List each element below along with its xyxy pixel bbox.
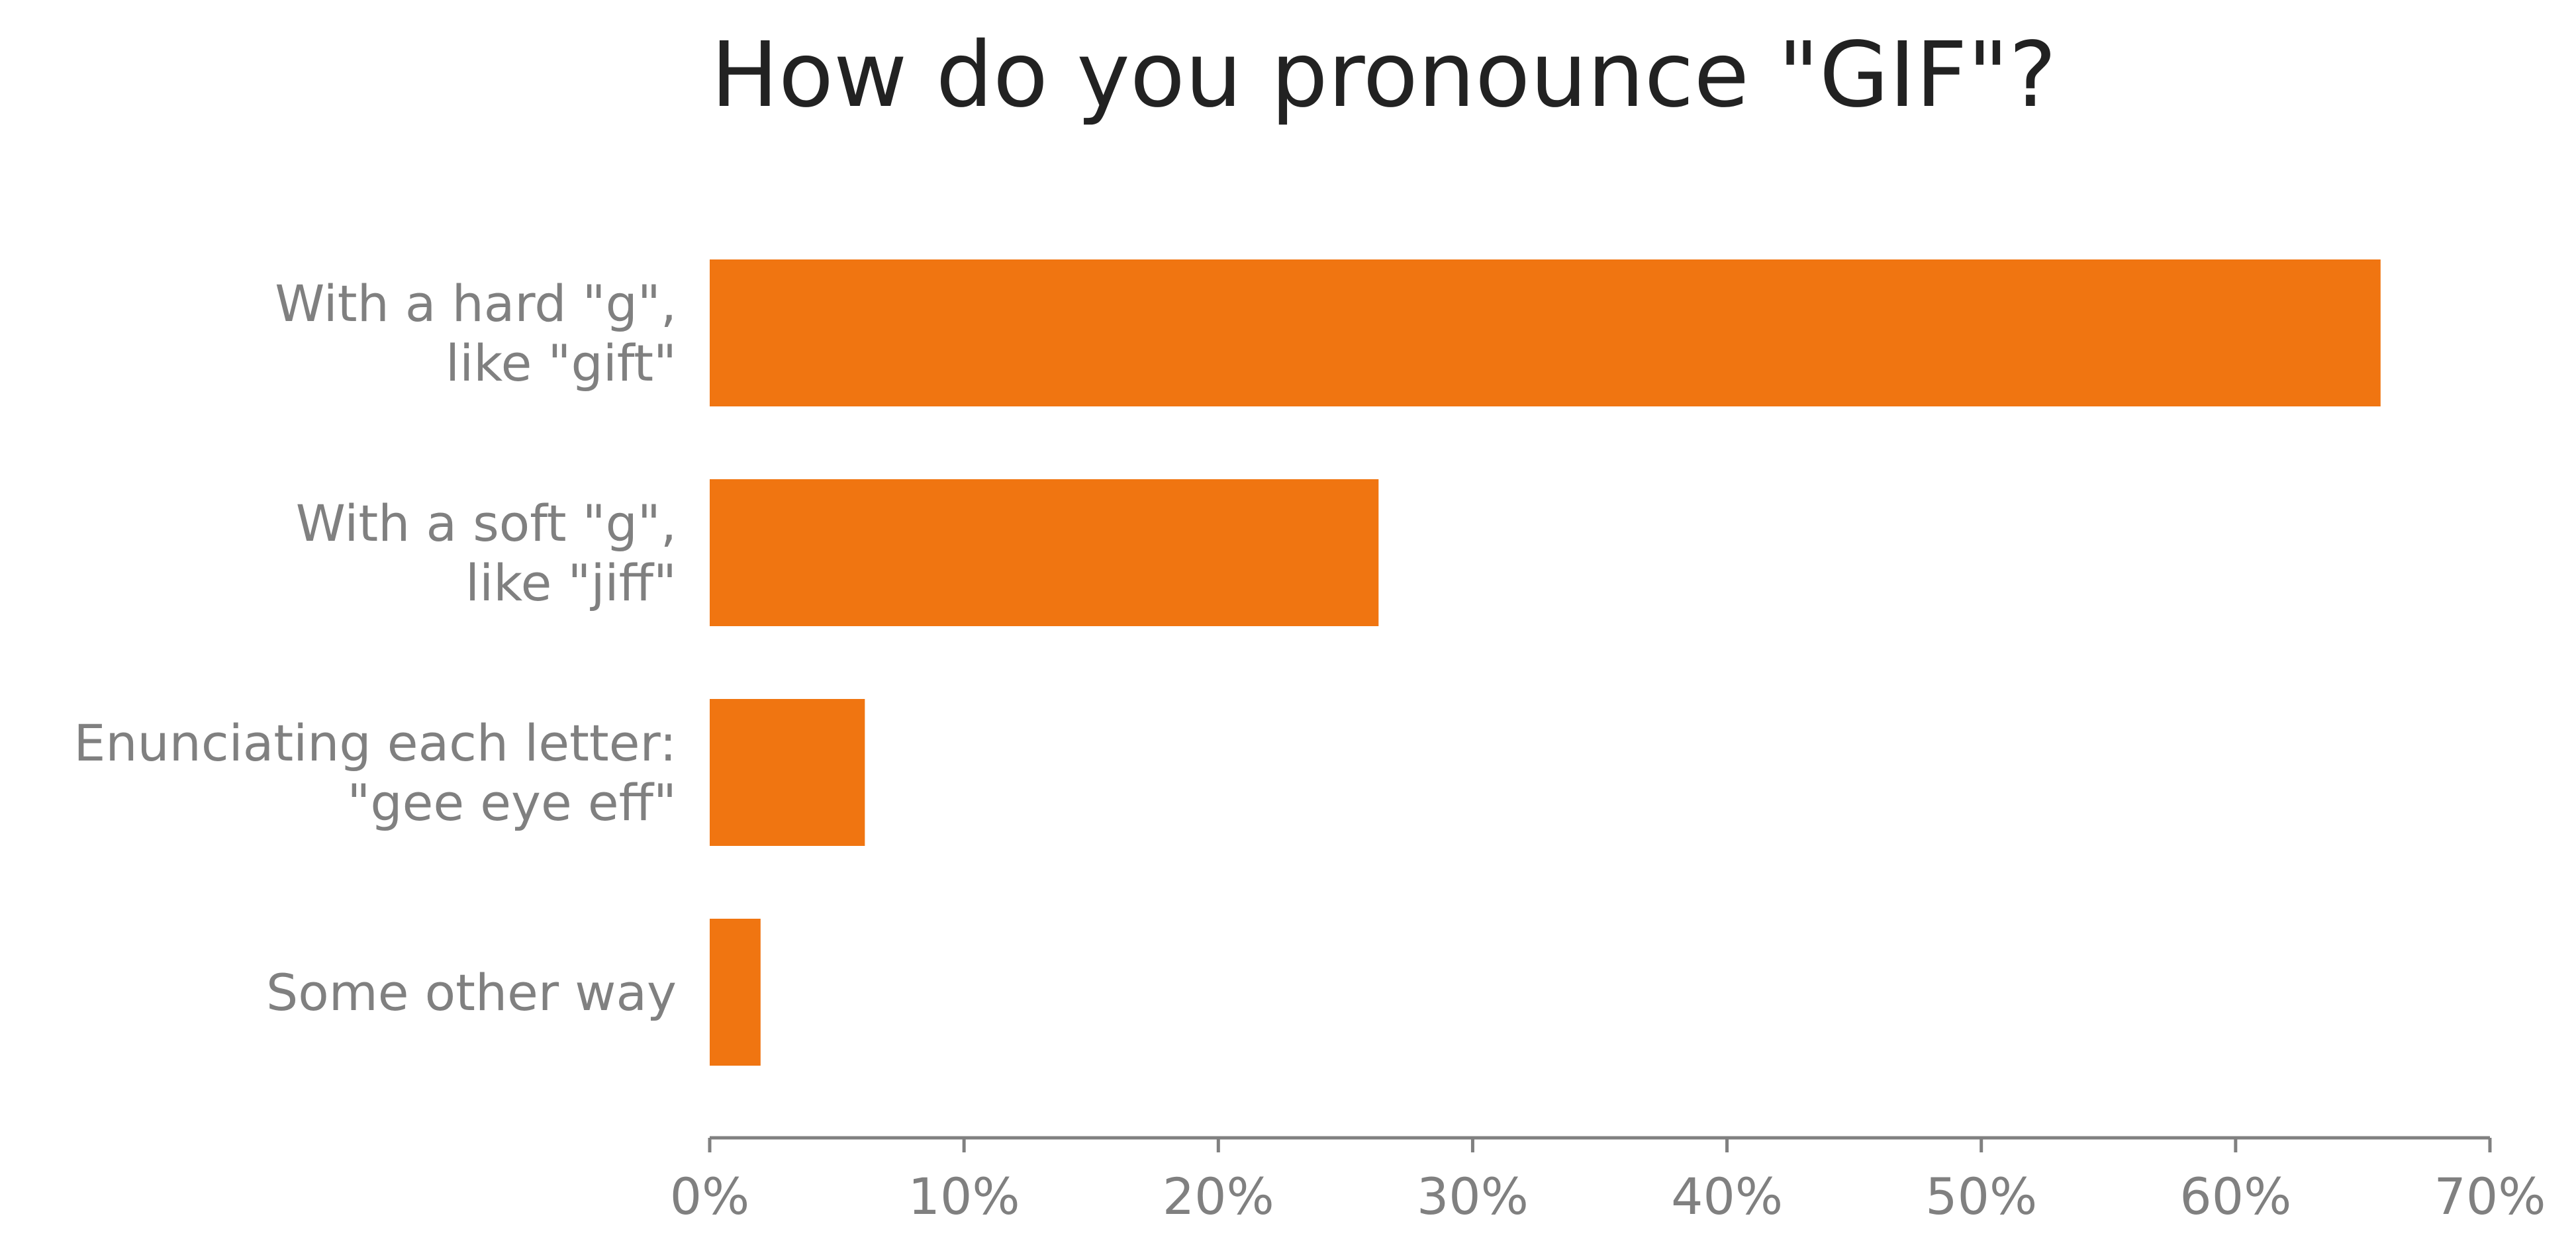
x-tick-label: 50%	[1925, 1167, 2037, 1226]
category-label-line: like "jiff"	[465, 553, 677, 612]
bars-group	[710, 259, 2381, 1066]
x-axis: 0% 10% 20% 30% 40% 50% 60% 70%	[670, 1136, 2546, 1226]
category-label-0: With a hard "g", like "gift"	[275, 274, 677, 393]
x-tick-label: 0%	[670, 1167, 750, 1226]
category-label-line: With a soft "g",	[296, 494, 677, 553]
bar-1	[710, 479, 1379, 626]
category-label-line: Some other way	[266, 963, 677, 1022]
bar-2	[710, 699, 865, 846]
x-tick-label: 30%	[1417, 1167, 1529, 1226]
category-label-line: Enunciating each letter:	[73, 714, 677, 772]
category-label-2: Enunciating each letter: "gee eye eff"	[73, 714, 677, 832]
bar-3	[710, 919, 761, 1066]
x-tick-label: 40%	[1671, 1167, 1783, 1226]
bar-0	[710, 259, 2381, 406]
x-tick-label: 60%	[2179, 1167, 2291, 1226]
category-label-1: With a soft "g", like "jiff"	[296, 494, 677, 612]
x-tick-label: 20%	[1163, 1167, 1274, 1226]
category-label-line: With a hard "g",	[275, 274, 677, 333]
chart-title: How do you pronounce "GIF"?	[711, 23, 2057, 128]
category-label-line: like "gift"	[446, 334, 677, 393]
category-label-3: Some other way	[266, 963, 677, 1022]
category-labels-group: With a hard "g", like "gift" With a soft "…	[73, 274, 677, 1022]
x-tick-label: 70%	[2434, 1167, 2546, 1226]
x-tick-label: 10%	[908, 1167, 1020, 1226]
category-label-line: "gee eye eff"	[347, 773, 677, 832]
